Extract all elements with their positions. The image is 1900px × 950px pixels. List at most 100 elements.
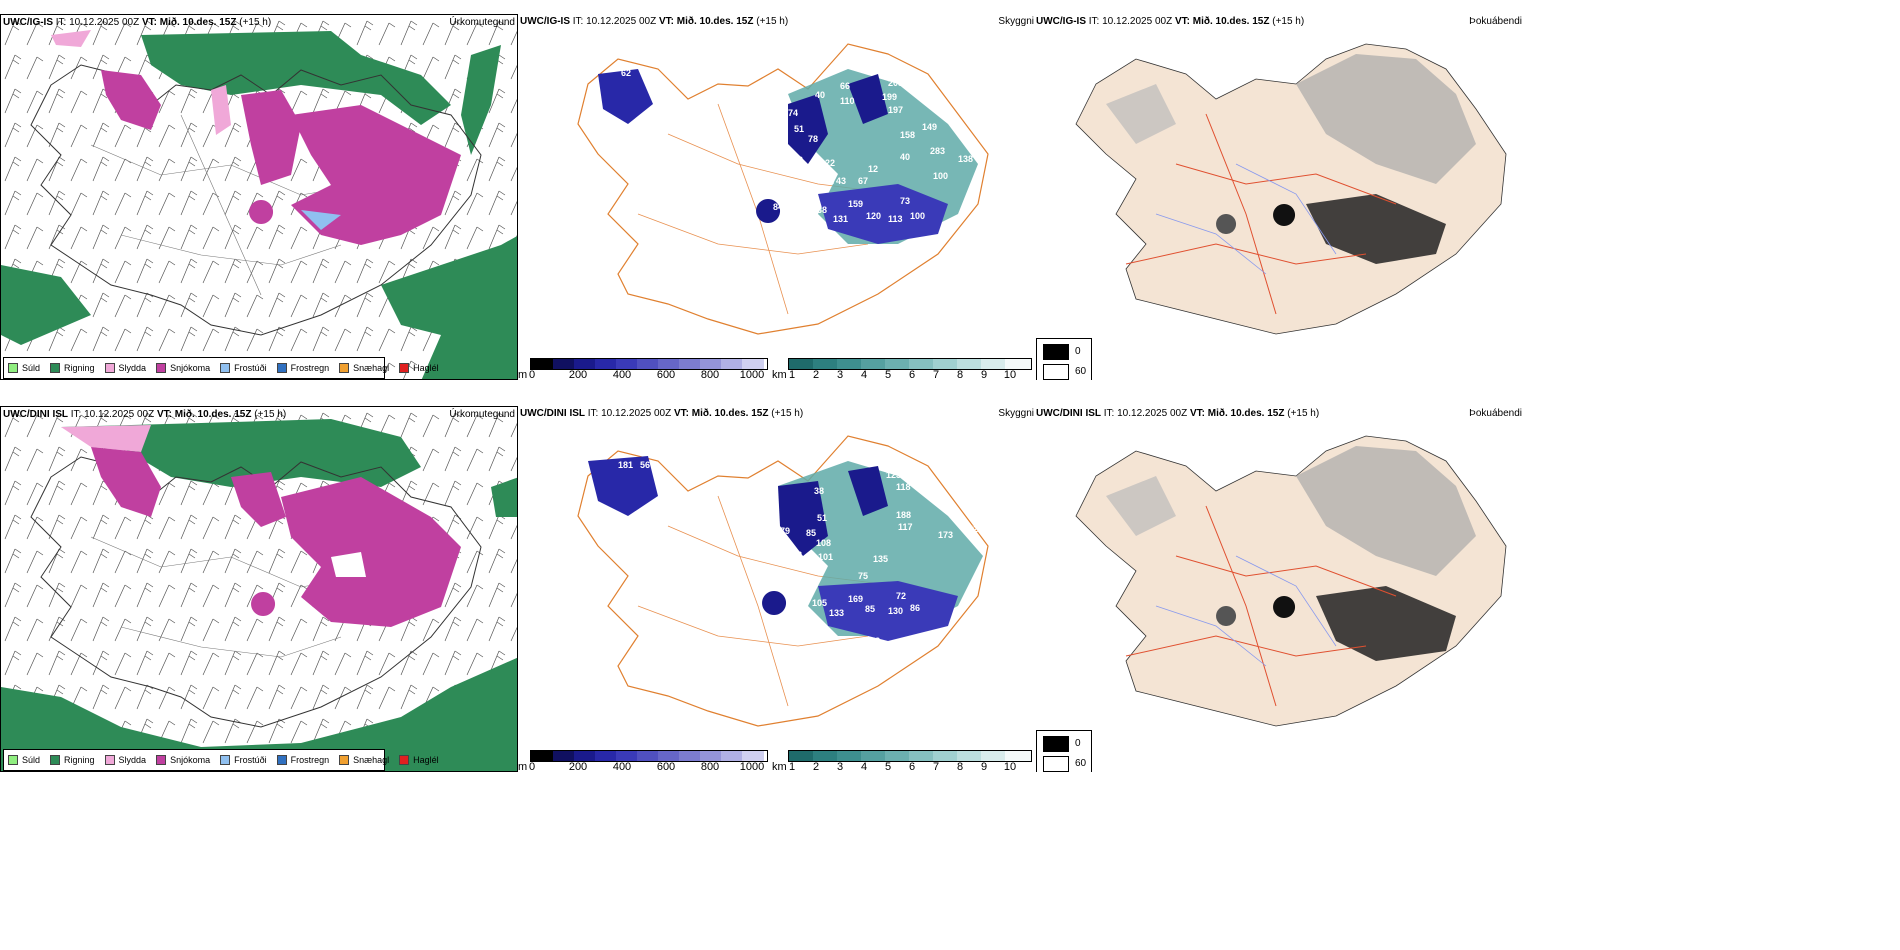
height-unit: m bbox=[518, 761, 528, 772]
vt-value: Mið. 10.des. 15Z bbox=[174, 409, 252, 420]
panel-title: Úrkomutegund bbox=[449, 17, 515, 28]
panel-title: Þokuábendi bbox=[1469, 408, 1522, 419]
vt-value: Mið. 10.des. 15Z bbox=[1192, 16, 1270, 27]
km-tick: 10 bbox=[1003, 761, 1017, 772]
km-tick: 5 bbox=[884, 761, 892, 772]
km-tick: 3 bbox=[836, 761, 844, 772]
vt-value: Mið. 10.des. 15Z bbox=[691, 408, 769, 419]
fog-value: 60 bbox=[1075, 758, 1087, 769]
legend-swatch bbox=[8, 363, 18, 373]
map-label: 101 bbox=[818, 552, 833, 562]
fog-swatch-black bbox=[1043, 344, 1069, 360]
km-colorbar-strip bbox=[788, 750, 1032, 762]
legend-swatch bbox=[8, 755, 18, 765]
cloud-panel-bottom: UWC/DINI ISL IT: 10.12.2025 00Z VT: Mið.… bbox=[518, 406, 1036, 772]
legend-item-2: Slydda bbox=[104, 363, 146, 373]
legend-item-7: Haglél bbox=[399, 363, 439, 373]
legend-item-1: Rigning bbox=[50, 363, 95, 373]
legend-label: Súld bbox=[22, 363, 41, 373]
map-label: 56 bbox=[640, 460, 650, 470]
it-label: IT: bbox=[55, 17, 67, 28]
map-label: 159 bbox=[848, 199, 863, 209]
legend-swatch bbox=[220, 363, 231, 373]
legend-swatch bbox=[50, 755, 61, 765]
height-tick: 800 bbox=[700, 369, 720, 380]
vt-label: VT: bbox=[658, 16, 674, 27]
it-value: 10.12.2025 00Z bbox=[1117, 408, 1188, 419]
precip-panel-bottom: UWC/DINI ISL IT: 10.12.2025 00Z VT: Mið.… bbox=[0, 406, 518, 772]
map-label: 120 bbox=[866, 211, 881, 221]
legend-label: Snjókoma bbox=[170, 363, 211, 373]
legend-label: Haglél bbox=[413, 755, 439, 765]
km-tick: 7 bbox=[932, 369, 940, 380]
legend-label: Rigning bbox=[64, 363, 95, 373]
it-value: 10.12.2025 00Z bbox=[84, 409, 155, 420]
model-name: UWC/IG-IS bbox=[520, 16, 570, 27]
model-name: UWC/IG-IS bbox=[3, 17, 53, 28]
map-label: 12 bbox=[868, 164, 878, 174]
km-colorbar-strip bbox=[788, 358, 1032, 370]
precip-panel-top: UWC/IG-IS IT: 10.12.2025 00Z VT: Mið. 10… bbox=[0, 14, 518, 380]
map-label: 743 bbox=[831, 176, 846, 186]
fog-value: 60 bbox=[1075, 366, 1087, 377]
legend-swatch bbox=[339, 363, 350, 373]
lead-time: (+15 h) bbox=[254, 409, 287, 420]
km-tick: 8 bbox=[956, 369, 964, 380]
legend-label: Snæhagl bbox=[353, 363, 390, 373]
it-value: 10.12.2025 00Z bbox=[69, 17, 140, 28]
map-label: 84 bbox=[773, 202, 783, 212]
map-label: 38 bbox=[814, 486, 824, 496]
fog-header: UWC/IG-IS IT: 10.12.2025 00Z VT: Mið. 10… bbox=[1036, 14, 1900, 30]
map-label: 81 bbox=[796, 194, 806, 204]
map-label: 73 bbox=[900, 196, 910, 206]
height-colorbar-strip bbox=[530, 750, 768, 762]
vt-label: VT: bbox=[141, 17, 157, 28]
map-label: 425 bbox=[813, 184, 828, 194]
map-label: 72 bbox=[773, 124, 783, 134]
height-tick: 600 bbox=[656, 369, 676, 380]
map-label: 169 bbox=[848, 594, 863, 604]
height-unit: m bbox=[518, 369, 528, 380]
height-colorbar: m 0 200 400 600 800 1000 bbox=[518, 358, 768, 380]
precip-header: UWC/IG-IS IT: 10.12.2025 00Z VT: Mið. 10… bbox=[1, 15, 517, 31]
panel-title: Úrkomutegund bbox=[449, 409, 515, 420]
model-name: UWC/DINI ISL bbox=[3, 409, 68, 420]
legend-swatch bbox=[276, 755, 287, 765]
lead-time: (+15 h) bbox=[1287, 408, 1320, 419]
km-tick: 8 bbox=[956, 761, 964, 772]
map-label: 90 bbox=[669, 490, 679, 500]
lead-time: (+15 h) bbox=[239, 17, 272, 28]
km-tick: 6 bbox=[908, 761, 916, 772]
height-colorbar: m 0 200 400 600 800 1000 bbox=[518, 750, 768, 772]
legend-label: Rigning bbox=[64, 755, 95, 765]
fog-swatch-white bbox=[1043, 364, 1069, 380]
legend-item-0: Súld bbox=[8, 755, 40, 765]
legend-label: Slydda bbox=[118, 755, 147, 765]
it-label: IT: bbox=[1103, 408, 1115, 419]
cloud-labels: 62 75 55 74 40 72 51 78 122 66 110 59 84… bbox=[621, 68, 973, 224]
panel-title: Skyggni bbox=[998, 408, 1034, 419]
legend-swatch bbox=[156, 363, 167, 373]
legend-item-5: Frostregn bbox=[276, 363, 329, 373]
legend-swatch bbox=[156, 755, 167, 765]
legend-label: Snjókoma bbox=[170, 755, 211, 765]
legend-item-0: Súld bbox=[8, 363, 40, 373]
cloud-header: UWC/IG-IS IT: 10.12.2025 00Z VT: Mið. 10… bbox=[518, 14, 1036, 30]
cloud-labels: 181 56 166 90 38 51 79 85 58 101 108 75 … bbox=[618, 460, 978, 646]
it-label: IT: bbox=[1088, 16, 1100, 27]
legend-label: Snæhagl bbox=[353, 755, 390, 765]
vt-label: VT: bbox=[673, 408, 689, 419]
map-label: 52 bbox=[968, 524, 978, 534]
fog-map bbox=[1075, 43, 1507, 335]
cloud-title-wrap: Skyggni bbox=[996, 14, 1036, 30]
legend-swatch bbox=[339, 755, 350, 765]
legend-swatch bbox=[50, 363, 61, 373]
legend-item-5: Frostregn bbox=[276, 755, 329, 765]
height-tick: 800 bbox=[700, 761, 720, 772]
cloud-map: 181 56 166 90 38 51 79 85 58 101 108 75 … bbox=[577, 435, 989, 727]
model-name: UWC/IG-IS bbox=[1036, 16, 1086, 27]
map-label: 79 bbox=[780, 526, 790, 536]
fog-value: 0 bbox=[1075, 346, 1081, 357]
km-tick: 4 bbox=[860, 369, 868, 380]
map-label: 108 bbox=[816, 538, 831, 548]
